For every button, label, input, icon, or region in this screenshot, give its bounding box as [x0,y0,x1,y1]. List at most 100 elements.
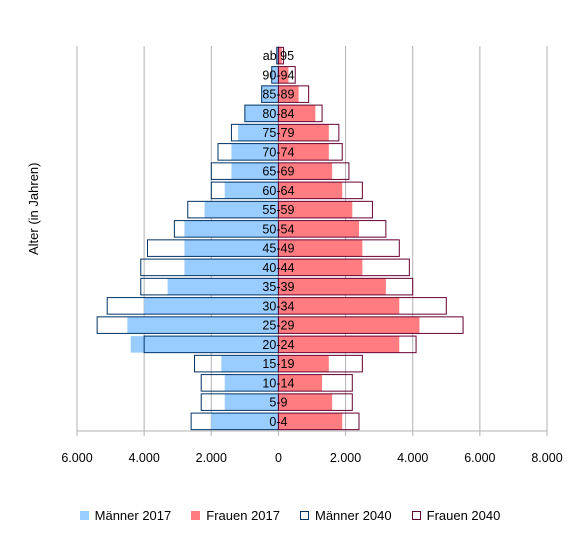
bar-m-nner-2017 [221,355,279,372]
legend-swatch-frauen-2017 [191,511,201,520]
bar-frauen-2017 [278,278,386,295]
bar-frauen-2040 [277,354,363,373]
age-group-label: 10-14 [262,376,294,390]
bar-frauen-2040 [277,412,360,431]
x-tick-label: 2.000 [330,451,361,465]
bar-frauen-2040 [277,46,284,65]
age-group-label: 50-54 [262,222,294,236]
age-group-label: 25-29 [262,319,294,333]
age-group-label: ab 95 [263,49,294,63]
bar-m-nner-2017 [261,85,279,103]
bar-frauen-2017 [278,143,329,161]
age-group-label: 15-19 [262,357,294,371]
legend-label-maenner-2040: Männer 2040 [315,508,392,523]
legend-item-frauen-2017: Frauen 2017 [191,508,280,523]
bar-frauen-2017 [278,336,400,353]
age-group-label: 65-69 [262,165,294,179]
legend-item-maenner-2017: Männer 2017 [79,508,172,523]
legend-label-frauen-2040: Frauen 2040 [426,508,501,523]
bar-m-nner-2017 [127,316,279,334]
bar-frauen-2040 [277,277,414,296]
bar-frauen-2040 [277,66,296,84]
age-group-label: 45-49 [262,242,294,256]
bar-frauen-2017 [278,355,329,372]
age-group-label: 75-79 [262,126,294,140]
age-group-label: 40-44 [262,261,294,275]
bar-m-nner-2017 [184,220,279,238]
age-group-label: 0-4 [269,415,287,429]
bar-m-nner-2017 [276,47,279,64]
bar-m-nner-2017 [144,297,279,315]
bar-frauen-2040 [277,297,447,315]
bar-frauen-2040 [277,316,464,334]
bar-frauen-2017 [278,105,316,122]
bar-frauen-2017 [278,47,282,64]
bar-m-nner-2017 [238,124,279,141]
age-group-label: 80-84 [262,107,294,121]
bar-frauen-2040 [277,123,340,142]
legend-swatch-frauen-2040 [411,511,421,520]
legend-swatch-maenner-2017 [79,511,89,520]
x-tick-label: 0 [275,451,282,465]
bar-m-nner-2017 [130,336,279,353]
bar-frauen-2040 [277,162,350,180]
age-group-label: 85-89 [262,88,294,102]
age-group-label: 90-94 [262,68,294,82]
bar-m-nner-2017 [224,374,279,392]
bar-frauen-2040 [277,239,400,257]
bar-frauen-2040 [277,220,387,238]
age-group-label: 70-74 [262,145,294,159]
bar-frauen-2040 [277,374,353,392]
bar-m-nner-2017 [224,182,279,199]
bar-frauen-2040 [277,200,373,219]
x-tick-label: 4.000 [397,451,428,465]
bar-frauen-2017 [278,297,400,315]
age-group-labels: 0-4 5-9 10-14 15-19 20-24 25-29 30-34 35-39 40-4… [262,49,294,429]
legend-item-maenner-2040: Männer 2040 [300,508,392,523]
bar-m-nner-2017 [244,105,279,122]
bar-m-nner-2017 [204,201,279,218]
bar-frauen-2017 [278,259,363,276]
x-tick-label: 8.000 [531,451,562,465]
legend-swatch-maenner-2040 [300,511,309,520]
bar-frauen-2017 [278,374,323,392]
bar-frauen-2017 [278,182,343,199]
bar-frauen-2017 [278,220,359,238]
bar-m-nner-2017 [211,413,279,430]
bar-frauen-2017 [278,162,333,180]
bar-frauen-2017 [278,316,420,334]
x-tick-label: 2.000 [196,451,227,465]
bar-frauen-2017 [278,66,289,84]
bar-m-nner-2017 [231,162,279,180]
bar-m-nner-2017 [231,143,279,161]
bar-frauen-2017 [278,85,299,103]
x-tick-label: 6.000 [464,451,495,465]
bar-m-nner-2017 [184,239,279,257]
x-tick-label: 6.000 [61,451,92,465]
bar-frauen-2017 [278,413,343,430]
bar-frauen-2040 [277,143,343,161]
bar-m-nner-2017 [167,278,279,295]
age-group-label: 35-39 [262,280,294,294]
age-group-label: 5-9 [269,396,287,410]
bar-m-nner-2017 [271,66,279,84]
x-axis: 6.000 4.000 2.000 0 2.000 4.000 6.000 8.000 [61,430,563,465]
age-group-label: 20-24 [262,338,294,352]
legend-label-maenner-2017: Männer 2017 [94,508,172,523]
bar-frauen-2017 [278,124,329,141]
age-group-label: 55-59 [262,203,294,217]
x-tick-label: 4.000 [129,451,160,465]
bar-m-nner-2017 [224,393,279,411]
bar-frauen-2040 [277,393,353,411]
bar-frauen-2040 [277,335,417,354]
age-group-label: 60-64 [262,184,294,198]
bars-layer [96,46,464,431]
age-group-label: 30-34 [262,299,294,313]
legend-item-frauen-2040: Frauen 2040 [411,508,501,523]
bar-frauen-2040 [277,85,310,103]
bar-frauen-2040 [277,104,323,123]
legend-label-frauen-2017: Frauen 2017 [206,508,280,523]
bar-frauen-2017 [278,393,333,411]
y-axis-title: Alter (in Jahren) [26,162,41,255]
